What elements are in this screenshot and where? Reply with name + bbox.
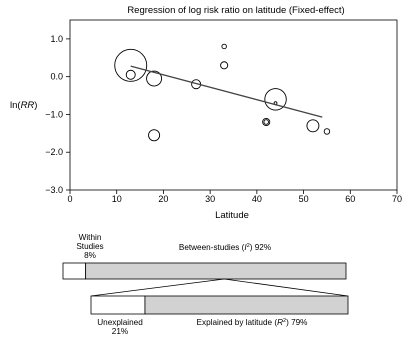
explained-label: Explained by latitude (R2) 79% [197, 318, 308, 327]
x-axis: 0 10 20 30 40 50 60 70 [67, 190, 402, 204]
y-tick-label: −3.0 [45, 185, 63, 195]
x-tick-label: 50 [299, 194, 309, 204]
chart-title: Regression of log risk ratio on latitude… [127, 5, 344, 16]
y-tick-label: −2.0 [45, 147, 63, 157]
x-tick-label: 0 [67, 194, 72, 204]
study-point [146, 70, 163, 87]
study-point [263, 119, 269, 125]
between-label: Between-studies (I2) 92% [179, 243, 271, 252]
plot-frame [69, 19, 398, 191]
between-studies-bar [85, 262, 347, 280]
x-tick-label: 20 [158, 194, 168, 204]
study-point [264, 88, 287, 111]
explained-bar [144, 295, 349, 315]
study-point [125, 69, 136, 80]
y-tick-label: 1.0 [50, 34, 63, 44]
x-tick-label: 10 [112, 194, 122, 204]
connector-left [90, 278, 225, 297]
unexplained-label: Unexplained [97, 318, 143, 327]
unexplained-bar [90, 295, 146, 315]
x-tick-label: 60 [345, 194, 355, 204]
y-axis-label: ln(RR) [10, 100, 37, 111]
study-point [262, 117, 271, 127]
x-axis-label: Latitude [215, 210, 249, 221]
y-axis: 1.0 0.0 −1.0 −2.0 −3.0 [45, 34, 70, 195]
x-tick-label: 70 [392, 194, 402, 204]
within-value: 8% [84, 251, 96, 260]
study-point [114, 48, 148, 82]
unexplained-value: 21% [112, 327, 128, 336]
within-label-line1: Within [79, 233, 102, 242]
study-point [306, 119, 320, 133]
within-studies-bar [62, 262, 87, 280]
study-point [323, 128, 331, 135]
regression-line [130, 65, 323, 118]
x-tick-label: 30 [205, 194, 215, 204]
connector-right [224, 278, 349, 297]
study-point [148, 129, 161, 142]
y-tick-label: −1.0 [45, 109, 63, 119]
data-points [114, 43, 331, 142]
within-label-line2: Studies [76, 242, 103, 251]
study-point [221, 43, 227, 50]
y-tick-label: 0.0 [50, 72, 63, 82]
study-point [220, 61, 229, 70]
x-tick-label: 40 [252, 194, 262, 204]
